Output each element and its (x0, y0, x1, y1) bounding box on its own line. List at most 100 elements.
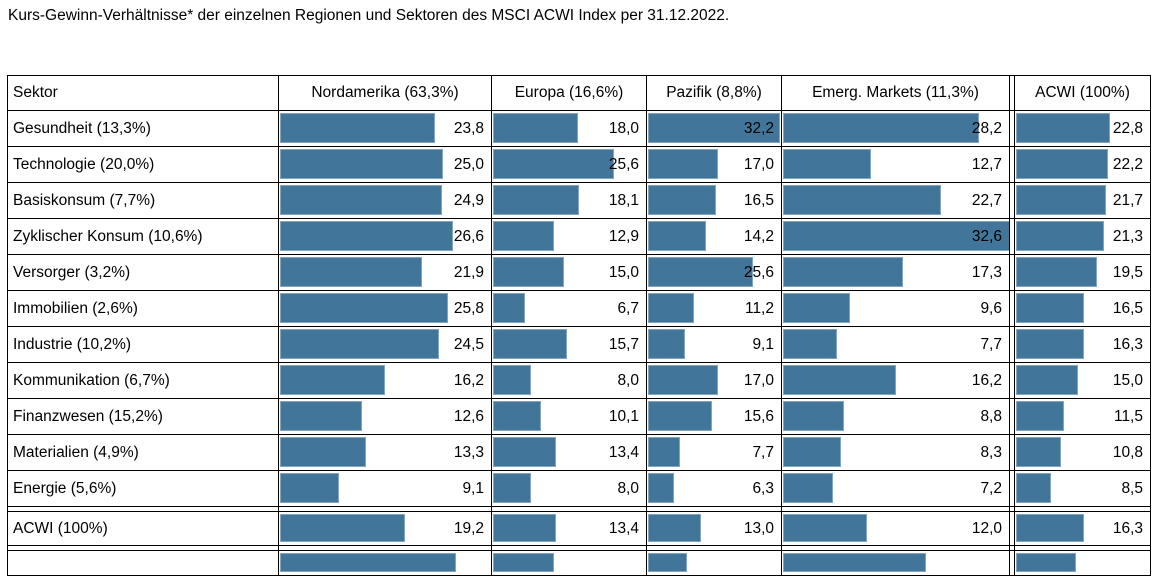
value-text: 16,5 (743, 191, 774, 209)
value-bar (280, 113, 435, 143)
value-bar (1016, 149, 1108, 179)
value-bar (280, 293, 448, 323)
table-row: Basiskonsum (7,7%) 24,9 18,1 16,5 22,7 21,7 (7, 182, 1151, 219)
value-text: 24,9 (453, 191, 484, 209)
value-cell: 11,5 (1014, 398, 1151, 435)
value-bar (783, 514, 867, 542)
value-text: 25,8 (453, 299, 484, 317)
value-text: 16,3 (1112, 335, 1143, 353)
value-cell: 16,3 (1014, 326, 1151, 363)
value-bar (783, 149, 872, 179)
column-header: ACWI (100%) (1014, 75, 1151, 111)
value-bar (1016, 553, 1077, 572)
value-bar (648, 473, 674, 503)
value-bar (1016, 221, 1105, 251)
sector-label: Energie (5,6%) (7, 470, 279, 507)
value-bar (280, 221, 453, 251)
sector-label: Industrie (10,2%) (7, 326, 279, 363)
column-header: Nordamerika (63,3%) (278, 75, 492, 111)
value-cell: 10,1 (491, 398, 647, 435)
value-cell: 13,4 (491, 434, 647, 471)
value-cell (781, 550, 1010, 576)
value-text: 17,0 (743, 371, 774, 389)
value-cell: 14,2 (646, 218, 782, 255)
value-cell: 10,8 (1014, 434, 1151, 471)
table-row: Industrie (10,2%) 24,5 15,7 9,1 7,7 16,3 (7, 326, 1151, 363)
value-text: 23,8 (453, 119, 484, 137)
value-bar (648, 185, 716, 215)
sector-label: Basiskonsum (7,7%) (7, 182, 279, 219)
table-row: Versorger (3,2%) 21,9 15,0 25,6 17,3 19,5 (7, 254, 1151, 291)
value-bar (1016, 437, 1061, 467)
value-text: 13,4 (608, 443, 639, 461)
table-row: Energie (5,6%) 9,1 8,0 6,3 7,2 8,5 (7, 470, 1151, 507)
value-text: 8,3 (980, 443, 1002, 461)
column-header: Europa (16,6%) (491, 75, 647, 111)
value-bar (1016, 293, 1085, 323)
value-bar (648, 293, 695, 323)
value-text: 15,7 (608, 335, 639, 353)
value-cell: 21,9 (278, 254, 492, 291)
value-text: 28,2 (971, 119, 1002, 137)
table-row: Finanzwesen (15,2%) 12,6 10,1 15,6 8,8 11,5 (7, 398, 1151, 435)
value-bar (280, 185, 442, 215)
value-cell: 16,2 (278, 362, 492, 399)
value-bar (1016, 329, 1084, 359)
value-text: 16,3 (1112, 519, 1143, 537)
value-text: 7,7 (980, 335, 1002, 353)
value-text: 13,0 (743, 519, 774, 537)
value-bar (783, 185, 942, 215)
value-cell: 13,4 (491, 511, 647, 546)
value-cell: 7,7 (781, 326, 1010, 363)
value-text: 10,1 (608, 407, 639, 425)
value-text: 26,6 (453, 227, 484, 245)
value-cell: 22,8 (1014, 110, 1151, 147)
value-bar (493, 473, 531, 503)
value-text: 25,0 (453, 155, 484, 173)
value-bar (783, 553, 926, 572)
value-cell: 26,6 (278, 218, 492, 255)
value-cell: 9,1 (278, 470, 492, 507)
value-cell: 12,9 (491, 218, 647, 255)
value-bar (648, 149, 718, 179)
value-text: 8,8 (980, 407, 1002, 425)
summary-row: ACWI (100%) 19,2 13,4 13,0 12,0 16,3 (7, 511, 1151, 546)
value-cell: 17,0 (646, 146, 782, 183)
sector-label: Versorger (3,2%) (7, 254, 279, 291)
value-cell (1014, 550, 1151, 576)
value-bar (493, 329, 568, 359)
value-cell: 23,8 (278, 110, 492, 147)
value-bar (783, 293, 850, 323)
value-cell: 8,3 (781, 434, 1010, 471)
value-cell: 6,3 (646, 470, 782, 507)
value-cell: 15,6 (646, 398, 782, 435)
value-text: 22,7 (971, 191, 1002, 209)
table-row: Technologie (20,0%) 25,0 25,6 17,0 12,7 22,2 (7, 146, 1151, 183)
value-text: 18,0 (608, 119, 639, 137)
value-bar (493, 365, 531, 395)
value-text: 8,0 (617, 371, 639, 389)
table-row: Immobilien (2,6%) 25,8 6,7 11,2 9,6 16,5 (7, 290, 1151, 327)
value-bar (493, 221, 554, 251)
value-text: 12,9 (608, 227, 639, 245)
sector-label: ACWI (100%) (7, 511, 279, 546)
value-text: 15,0 (1112, 371, 1143, 389)
value-cell: 17,0 (646, 362, 782, 399)
value-cell: 21,7 (1014, 182, 1151, 219)
value-cell: 12,7 (781, 146, 1010, 183)
value-text: 17,0 (743, 155, 774, 173)
value-bar (280, 329, 440, 359)
value-cell: 13,3 (278, 434, 492, 471)
value-cell: 12,6 (278, 398, 492, 435)
value-cell: 25,6 (646, 254, 782, 291)
table-row: Zyklischer Konsum (10,6%) 26,6 12,9 14,2 32,… (7, 218, 1151, 255)
value-bar (493, 437, 557, 467)
value-text: 13,3 (453, 443, 484, 461)
value-text: 19,5 (1112, 263, 1143, 281)
value-text: 11,5 (1113, 407, 1143, 425)
value-cell: 32,6 (781, 218, 1010, 255)
value-bar (280, 553, 456, 572)
column-header: Pazifik (8,8%) (646, 75, 782, 111)
value-bar (1016, 113, 1111, 143)
value-text: 21,7 (1112, 191, 1143, 209)
